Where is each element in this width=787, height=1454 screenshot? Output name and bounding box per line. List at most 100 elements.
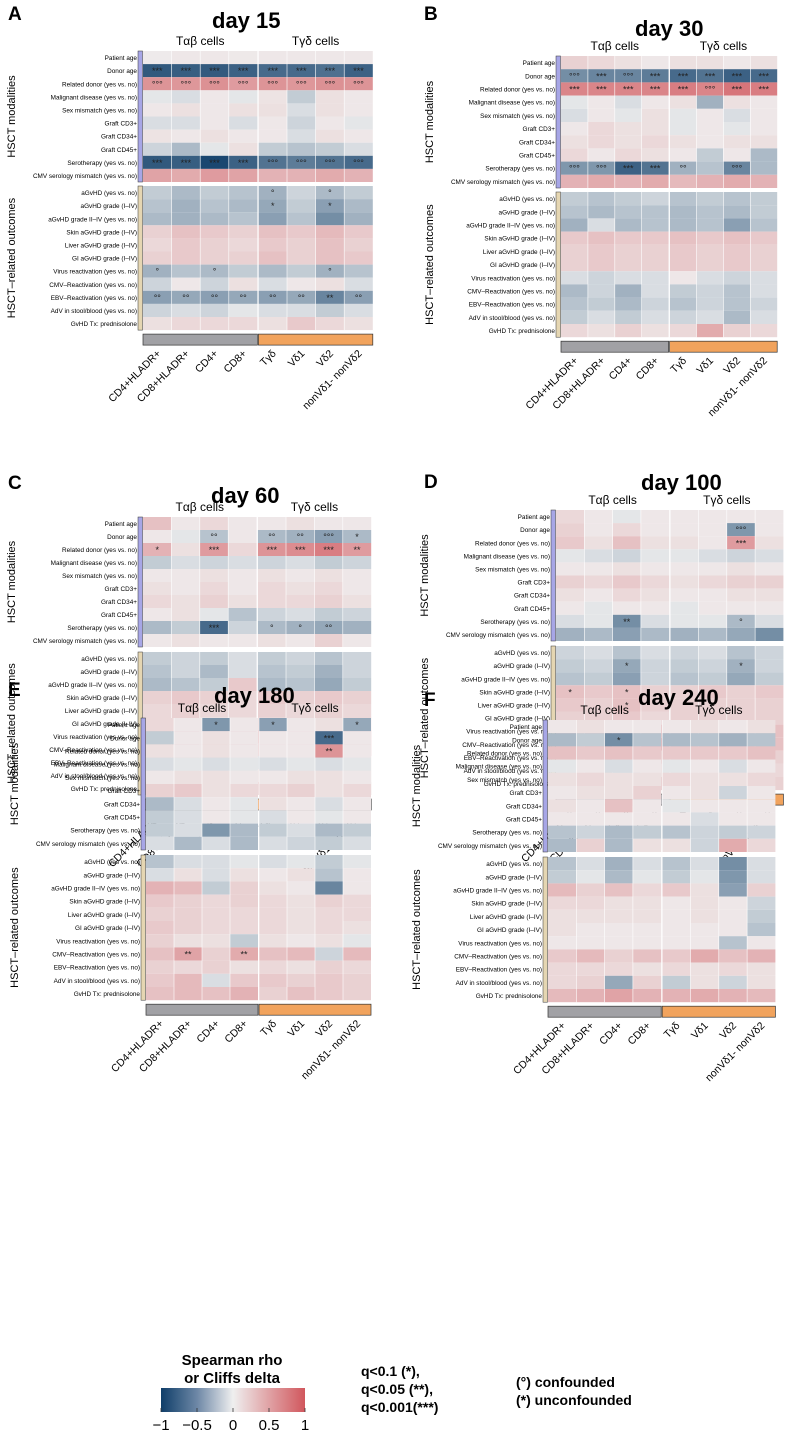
heatmap-cell [287, 90, 316, 104]
heatmap-cell [287, 855, 315, 869]
heatmap-cell [662, 896, 691, 910]
heatmap-cell [755, 549, 784, 563]
significance-marker: * [625, 661, 629, 671]
heatmap-cell [315, 868, 343, 882]
row-label: CMV–Reactivation (yes vs. no) [49, 747, 137, 754]
column-label: Tγδ [668, 355, 689, 376]
heatmap-cell [146, 823, 174, 837]
heatmap-cell [228, 155, 258, 169]
heatmap-cell [662, 870, 691, 884]
heatmap-cell [718, 733, 748, 747]
heatmap-cell [199, 652, 229, 665]
heatmap-cell [669, 56, 697, 70]
row-label: Serotherapy (yes vs. no) [67, 160, 137, 167]
heatmap-cell [750, 192, 778, 206]
heatmap-cell [344, 51, 373, 65]
heatmap-cell [171, 691, 200, 704]
heatmap-cell [143, 569, 172, 582]
heatmap-cell [662, 923, 691, 937]
significance-marker: *** [678, 71, 689, 81]
row-label: Related donor (yes vs. no) [65, 749, 140, 756]
heatmap-cell [287, 797, 315, 811]
heatmap-cell [576, 949, 605, 963]
heatmap-cell [556, 536, 585, 550]
heatmap-cell [604, 883, 633, 897]
heatmap-cell [202, 907, 230, 921]
significance-marker: *** [650, 164, 661, 174]
heatmap-cell [587, 192, 615, 206]
heatmap-cell [632, 746, 662, 760]
heatmap-cell [723, 192, 751, 206]
heatmap-cell [315, 960, 343, 974]
heatmap-cell [604, 870, 633, 884]
heatmap-cell [718, 857, 748, 871]
heatmap-cell [146, 907, 174, 921]
heatmap-cell [587, 56, 615, 70]
heatmap-cell [174, 823, 202, 837]
significance-marker: *** [181, 158, 192, 168]
heatmap-cell [200, 51, 229, 65]
row-label: AdV in stool/blood (yes vs. no) [469, 315, 555, 322]
heatmap-cell [146, 960, 174, 974]
heatmap-cell [174, 797, 202, 811]
heatmap-cell [747, 962, 776, 976]
significance-marker: ** [353, 545, 361, 555]
significance-marker: ** [623, 617, 631, 627]
heatmap-cell [698, 536, 727, 550]
column-group-bar [560, 340, 669, 353]
heatmap-cell [587, 108, 615, 122]
heatmap-cell [287, 973, 315, 987]
heatmap-cell [604, 759, 633, 773]
heatmap-cell [286, 582, 315, 595]
heatmap-cell [669, 271, 697, 285]
row-label: GI aGvHD grade (I–IV) [72, 256, 137, 263]
heatmap-cell [614, 148, 642, 162]
heatmap-cell [200, 168, 229, 182]
heatmap-cell [343, 907, 371, 921]
heatmap-cell [747, 733, 776, 747]
row-group-bar [550, 509, 556, 642]
heatmap-cell [723, 95, 751, 109]
heatmap-cell [344, 103, 373, 117]
heatmap-cell [315, 855, 343, 869]
heatmap-cell [143, 678, 172, 691]
heatmap-cell [143, 303, 172, 317]
heatmap-cell [171, 142, 201, 156]
significance-marker: °° [679, 164, 687, 174]
heatmap-cell [750, 297, 778, 311]
heatmap-cell [315, 303, 345, 317]
heatmap-cell [641, 148, 669, 162]
heatmap-cell [315, 142, 345, 156]
heatmap-cell [258, 238, 287, 252]
heatmap-cell [747, 838, 776, 852]
heatmap-cell [561, 135, 588, 149]
heatmap-cell [561, 231, 588, 245]
heatmap-cell [662, 759, 691, 773]
heatmap-cell [690, 772, 719, 786]
row-label: AdV in stool/blood (yes vs. no) [464, 768, 550, 775]
legend-tick-label: 0.5 [259, 1417, 280, 1434]
heatmap-cell [640, 627, 670, 641]
heatmap-cell [259, 823, 287, 837]
heatmap-cell [690, 825, 719, 839]
significance-marker: °°° [324, 79, 335, 89]
heatmap-cell [587, 205, 615, 219]
heatmap-cell [750, 122, 778, 136]
heatmap-cell [587, 271, 615, 285]
significance-marker: °°° [180, 79, 191, 89]
color-legend: Spearman rho or Cliffs delta −1 −0.5 0 0.5 1… [152, 1352, 631, 1434]
heatmap-cell [587, 122, 615, 136]
heatmap-cell [171, 652, 200, 665]
heatmap-cell [315, 290, 345, 304]
heatmap-cell [315, 744, 343, 758]
heatmap-cell [146, 810, 174, 824]
heatmap-cell [561, 108, 588, 122]
legend-tick-label: −1 [152, 1417, 169, 1434]
heatmap-cell [171, 556, 200, 569]
heatmap-cell [750, 271, 778, 285]
heatmap-cell [258, 317, 287, 331]
heatmap-cell [315, 317, 345, 331]
heatmap-cell [143, 582, 172, 595]
heatmap-cell [258, 264, 287, 278]
